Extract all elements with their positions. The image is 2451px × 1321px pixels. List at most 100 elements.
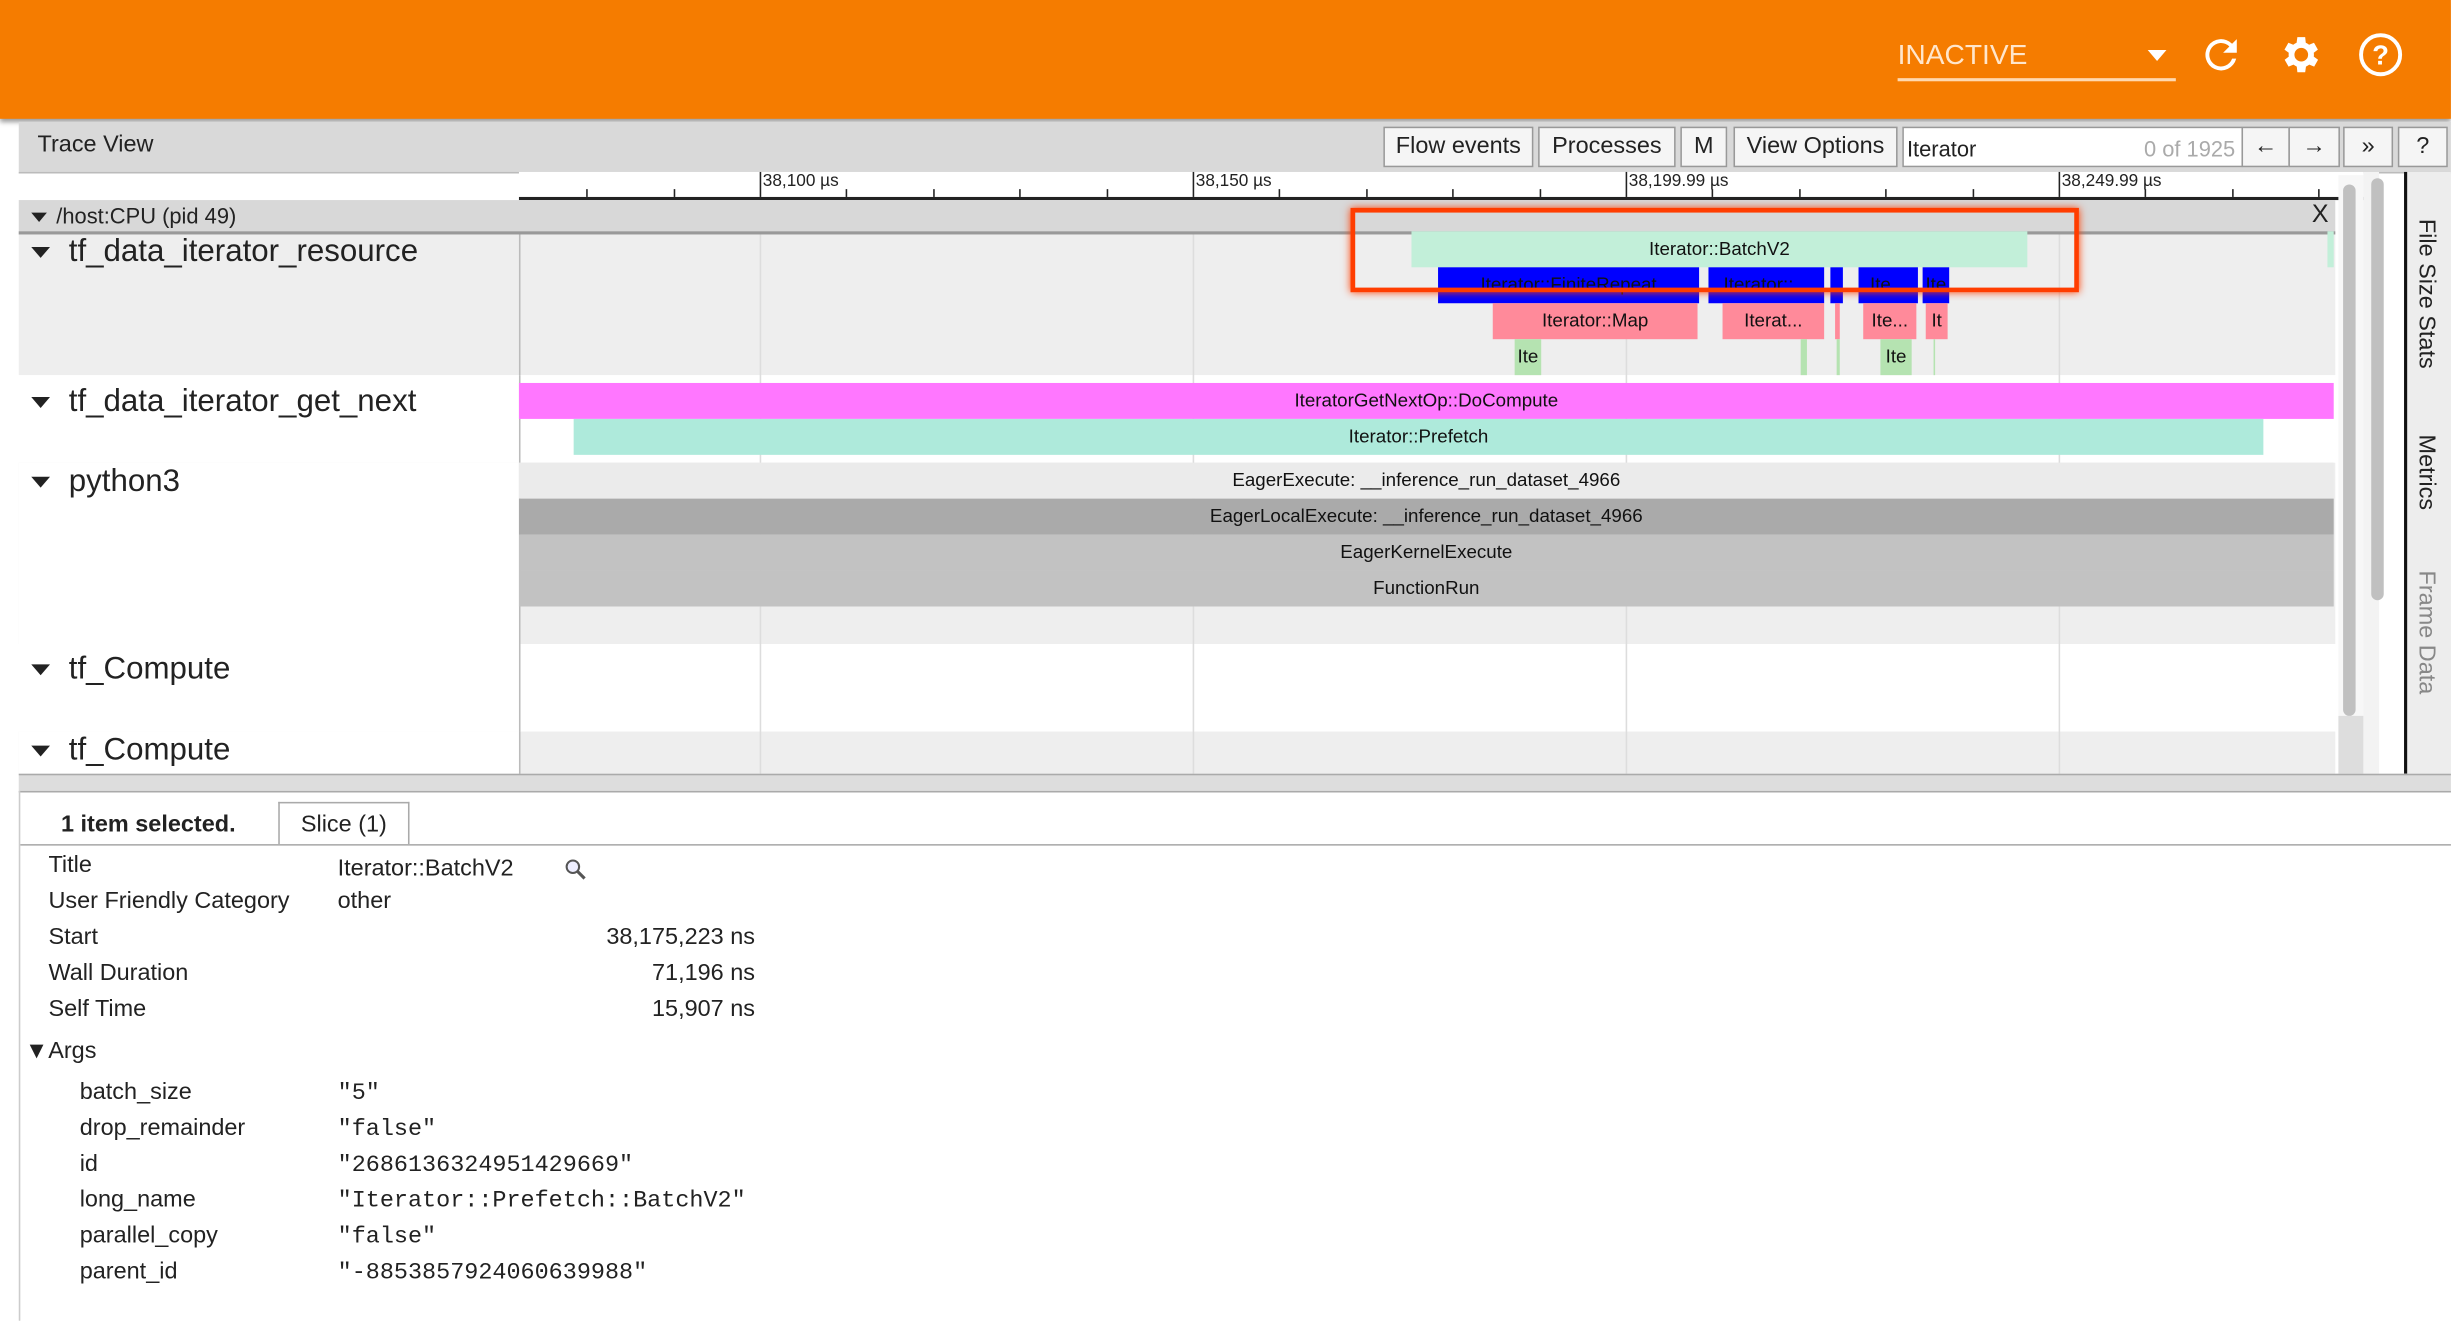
status-select[interactable]: INACTIVE [1897, 34, 2176, 82]
collapse-triangle-icon[interactable] [31, 745, 51, 757]
minor-tick [1452, 189, 1454, 197]
details-panel: 1 item selected. Slice (1) Title Iterator… [18, 790, 2451, 1321]
thread-label[interactable]: tf_data_iterator_get_next [19, 375, 521, 473]
arg-name: drop_remainder [79, 1114, 246, 1142]
search-count: 0 of 1925 [2143, 135, 2236, 161]
ruler-tick-label: 38,199.99 µs [1628, 171, 1729, 191]
more-button[interactable]: » [2343, 126, 2394, 168]
ruler-tick-label: 38,249.99 µs [2061, 171, 2162, 191]
ruler-tick-label: 38,100 µs [762, 171, 839, 191]
next-result-button[interactable]: → [2288, 126, 2340, 168]
minor-tick [2318, 189, 2320, 197]
trace-slice[interactable] [1830, 267, 1843, 304]
trace-slice[interactable]: Ite [1514, 339, 1542, 376]
ruler-tick-label: 38,150 µs [1195, 171, 1272, 191]
trace-slice[interactable] [2327, 231, 2334, 268]
refresh-icon[interactable] [2198, 31, 2245, 78]
collapse-triangle-icon[interactable] [31, 397, 51, 409]
args-toggle[interactable]: ▼Args [25, 1037, 97, 1065]
svg-text:?: ? [2372, 39, 2389, 70]
thread-name: tf_data_iterator_resource [68, 234, 419, 269]
view-title: Trace View [37, 131, 154, 158]
tab-file-size-stats[interactable]: File Size Stats [2413, 218, 2440, 369]
thread-row: tf_Compute [18, 731, 2336, 776]
field-label: Self Time [48, 995, 147, 1023]
arg-name: parent_id [79, 1258, 178, 1285]
prev-result-button[interactable]: ← [2241, 126, 2290, 168]
minor-tick [1712, 189, 1714, 197]
trace-slice[interactable]: EagerKernelExecute [518, 534, 2334, 571]
field-label: Wall Duration [48, 959, 189, 987]
field-value: 15,907 ns [651, 995, 755, 1023]
thread-name: python3 [68, 464, 181, 499]
trace-toolbar: Trace View Flow events Processes M View … [18, 121, 2451, 174]
highlight-annotation [1350, 207, 2079, 293]
tab-metrics[interactable]: Metrics [2413, 434, 2440, 511]
trace-slice[interactable]: FunctionRun [518, 570, 2334, 607]
search-icon[interactable] [564, 858, 586, 880]
tab-slice[interactable]: Slice (1) [278, 801, 410, 845]
thread-label[interactable]: tf_data_iterator_resource [19, 231, 521, 379]
minor-tick [2145, 189, 2147, 197]
scrollbar-thumb[interactable] [2371, 178, 2384, 601]
process-header[interactable]: /host:CPU (pid 49) X [18, 200, 2336, 235]
arg-value: "Iterator::Prefetch::BatchV2" [337, 1187, 746, 1215]
minor-tick [932, 189, 935, 197]
arg-value: "false" [337, 1223, 437, 1251]
side-scroll [2363, 171, 2384, 774]
field-value: 71,196 ns [651, 959, 755, 987]
trace-slice[interactable]: IteratorGetNextOp::DoCompute [518, 382, 2334, 419]
divider [20, 844, 2451, 846]
close-process-button[interactable]: X [2311, 201, 2329, 229]
thread-label[interactable]: tf_Compute [19, 643, 521, 740]
vertical-scrollbar[interactable] [2338, 175, 2364, 774]
panel-splitter[interactable] [18, 773, 2451, 793]
search-input[interactable]: Iterator 0 of 1925 [1902, 126, 2244, 168]
scrollbar-thumb[interactable] [2343, 184, 2356, 716]
metadata-button[interactable]: M [1680, 126, 1728, 168]
thread-label[interactable]: tf_Compute [18, 731, 521, 776]
flow-events-button[interactable]: Flow events [1383, 126, 1534, 168]
processes-button[interactable]: Processes [1538, 126, 1676, 168]
arg-value: "-8853857924060639988" [337, 1259, 648, 1287]
thread-row: tf_Compute [18, 643, 2336, 740]
help-button[interactable]: ? [2397, 126, 2448, 168]
settings-gear-icon[interactable] [2276, 31, 2323, 78]
minor-tick [586, 189, 589, 197]
minor-tick [1365, 189, 1368, 197]
arg-name: batch_size [79, 1078, 192, 1106]
trace-slice[interactable] [1800, 339, 1807, 376]
trace-slice[interactable]: Iterator::Prefetch [573, 418, 2264, 455]
arg-value: "false" [337, 1116, 437, 1143]
thread-label[interactable]: python3 [18, 462, 521, 646]
trace-slice[interactable]: It [1925, 303, 1948, 340]
trace-slice[interactable]: Ite [1880, 339, 1912, 376]
trace-slice[interactable] [1933, 339, 1936, 376]
major-tick [1192, 171, 1195, 197]
tab-frame-data[interactable]: Frame Data [2413, 570, 2440, 695]
minor-tick [2231, 189, 2234, 197]
field-label: User Friendly Category [48, 887, 290, 915]
help-icon[interactable]: ? [2357, 31, 2404, 78]
minor-tick [1279, 189, 1281, 197]
collapse-triangle-icon[interactable] [31, 664, 51, 676]
trace-slice[interactable]: Iterator::Map [1492, 303, 1698, 340]
chevron-down-icon [2147, 50, 2167, 61]
trace-slice[interactable]: Iterator::BatchV2 [1411, 231, 2028, 268]
minor-tick [1798, 189, 1801, 197]
view-options-button[interactable]: View Options [1733, 126, 1898, 168]
collapse-triangle-icon[interactable] [31, 213, 47, 223]
collapse-triangle-icon[interactable] [31, 247, 51, 259]
arg-name: long_name [79, 1186, 196, 1213]
trace-slice[interactable] [1836, 339, 1840, 376]
trace-slice[interactable]: Ite... [1863, 303, 1917, 340]
trace-slice[interactable]: EagerLocalExecute: __inference_run_datas… [518, 498, 2334, 535]
major-tick [759, 171, 762, 197]
arg-value: "2686136324951429669" [337, 1152, 634, 1179]
trace-slice[interactable]: Iterat... [1722, 303, 1825, 340]
selection-count: 1 item selected. [60, 811, 236, 838]
trace-slice[interactable] [1835, 303, 1840, 340]
collapse-triangle-icon[interactable] [31, 477, 51, 489]
trace-slice[interactable]: EagerExecute: __inference_run_dataset_49… [518, 462, 2334, 499]
resize-handle[interactable] [2338, 715, 2364, 774]
